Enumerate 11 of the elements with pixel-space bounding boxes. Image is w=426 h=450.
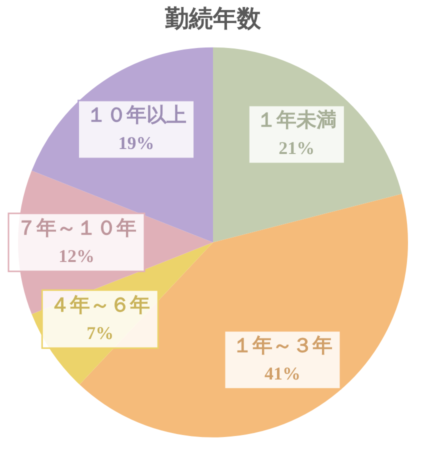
data-label: 19%	[118, 133, 154, 154]
chart-title: 勤続年数	[164, 4, 262, 33]
slice-label: １０年以上	[86, 104, 186, 127]
slice-label: ４年～６年	[50, 294, 150, 316]
data-label: 7%	[86, 322, 114, 343]
slice-label: １年～３年	[232, 335, 332, 358]
data-label: 12%	[58, 246, 94, 266]
slice-label: ７年～１０年	[16, 218, 136, 240]
data-label: 41%	[264, 364, 300, 384]
data-label: 21%	[278, 138, 315, 158]
slice-label: １年未満	[256, 110, 337, 132]
